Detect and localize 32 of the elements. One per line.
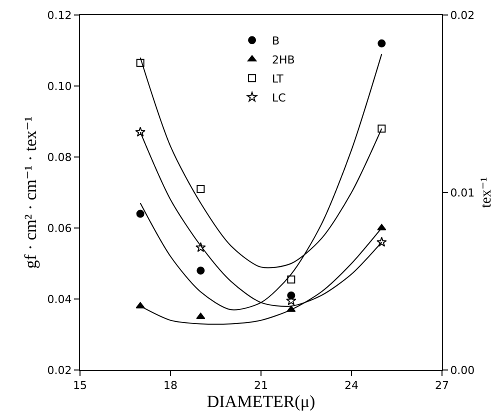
y2-tick-label: 0.00	[450, 364, 475, 377]
y-tick-label: 0.04	[47, 292, 72, 306]
point	[196, 266, 205, 275]
point	[136, 210, 144, 218]
line-series	[140, 54, 382, 310]
y-tick-label: 0.02	[47, 364, 72, 377]
point	[196, 184, 205, 193]
y-tick-label: 0.12	[47, 8, 72, 22]
legend-label: 2HB	[272, 53, 295, 66]
y-axis-title: gf · cm² · cm⁻¹ · tex⁻¹	[20, 116, 40, 269]
y-tick-label: 0.08	[47, 150, 72, 164]
y2-tick-label: 0.01	[450, 186, 475, 200]
point	[136, 58, 144, 67]
x-tick-label: 18	[164, 379, 178, 392]
y-tick-label: 0.10	[47, 80, 72, 93]
y2-axis-title: tex⁻¹	[478, 177, 495, 208]
point	[196, 242, 206, 252]
point	[378, 39, 386, 48]
x-tick-label: 27	[435, 379, 449, 392]
legend-label: B	[272, 34, 280, 48]
x-tick-label: 15	[73, 379, 87, 392]
legend-label: LT	[272, 72, 284, 86]
point	[287, 275, 296, 284]
legend-label: LC	[272, 91, 286, 104]
x-tick-label: 21	[254, 379, 268, 392]
x-axis-title: DIAMETER(μ)	[206, 392, 316, 412]
y-tick-label: 0.06	[47, 222, 72, 235]
y2-tick-label: 0.02	[450, 8, 475, 22]
point	[376, 236, 387, 247]
point	[135, 126, 146, 137]
x-tick-label: 24	[344, 379, 358, 392]
point	[378, 124, 386, 133]
